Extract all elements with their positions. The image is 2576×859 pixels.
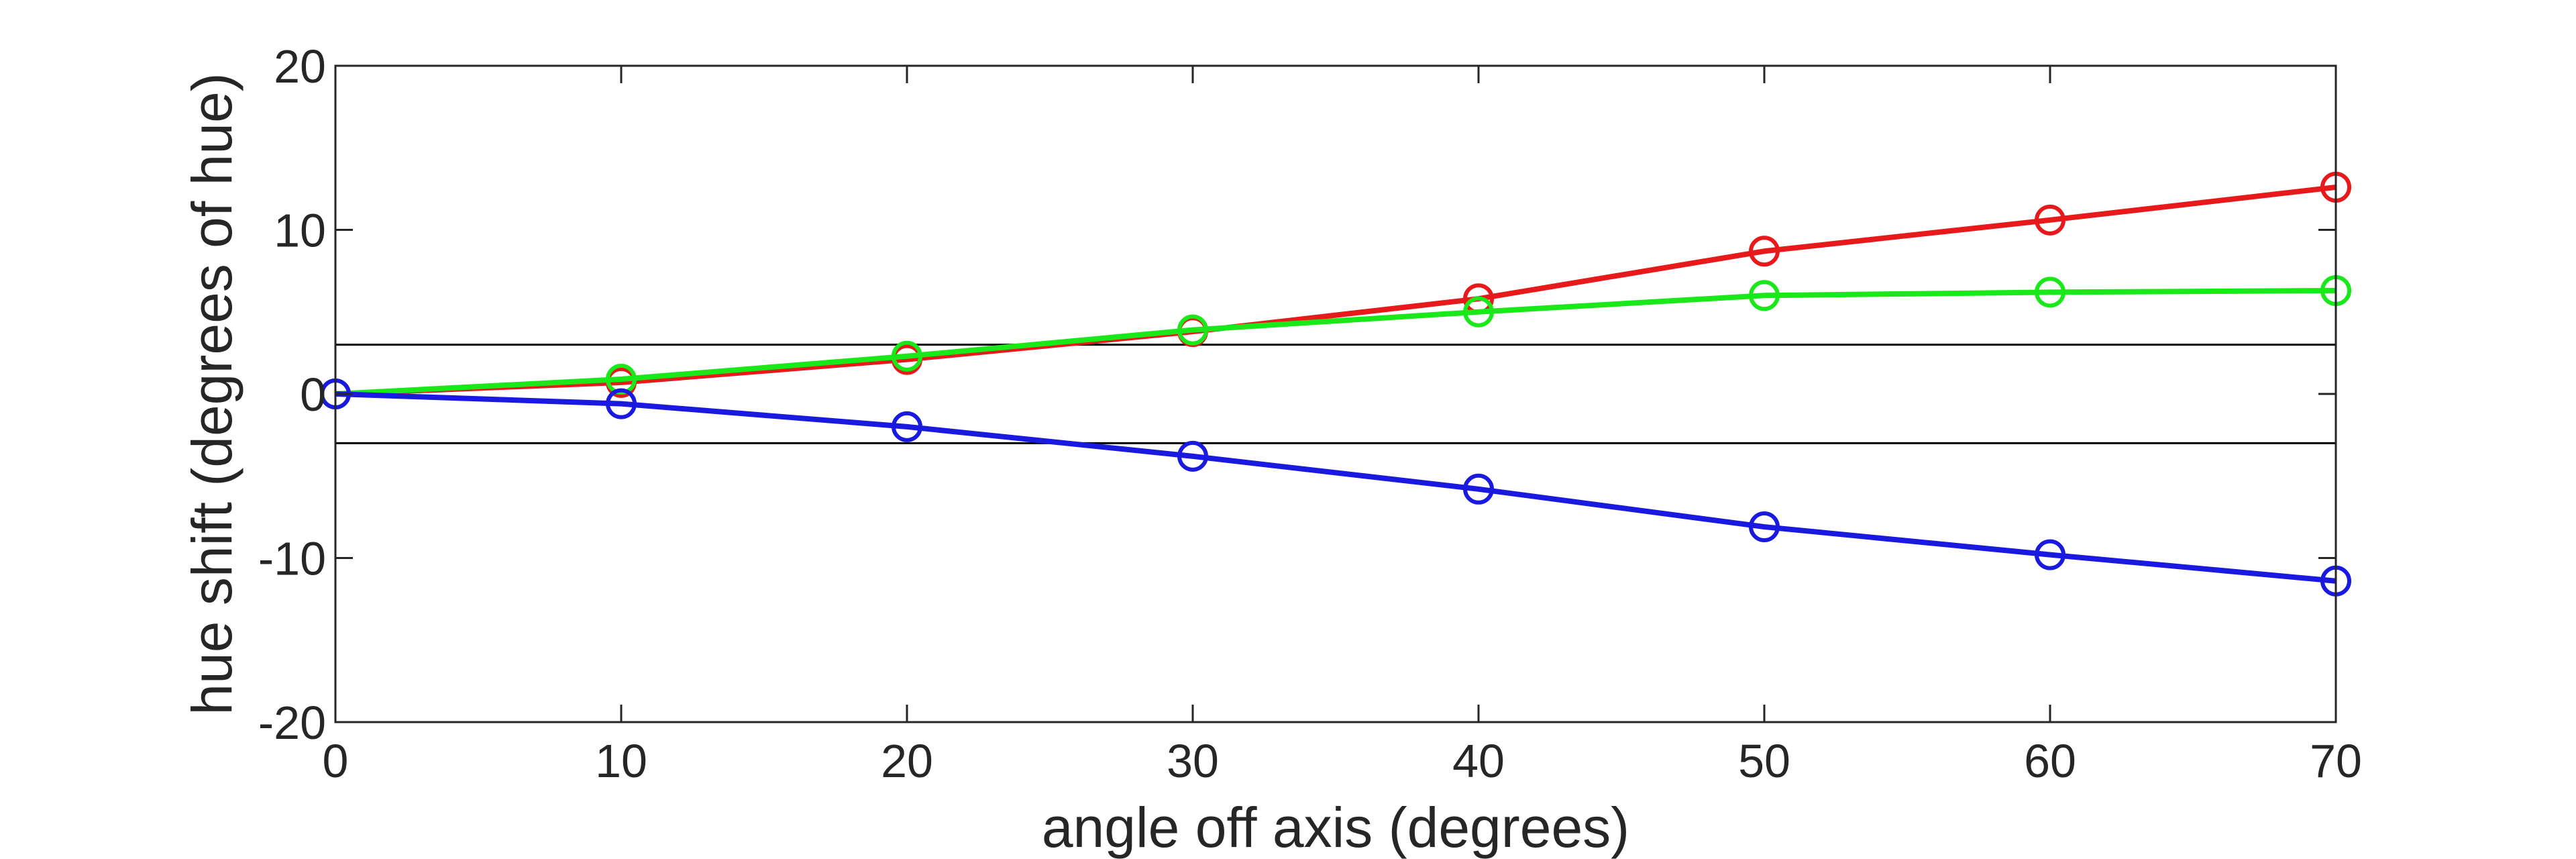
x-axis-label: angle off axis (degrees) xyxy=(1042,796,1629,859)
x-tick-label: 30 xyxy=(1167,735,1219,787)
y-tick-label: 10 xyxy=(274,205,326,257)
data-point xyxy=(1463,473,1494,505)
x-tick-label: 70 xyxy=(2310,735,2362,787)
data-point xyxy=(1749,236,1780,267)
y-tick-label: -20 xyxy=(258,697,326,749)
data-point xyxy=(1177,314,1208,346)
y-tick-label: 0 xyxy=(300,368,326,421)
series-line-2 xyxy=(335,391,2337,584)
y-tick-label: 20 xyxy=(274,40,326,93)
x-tick-label: 0 xyxy=(323,735,349,787)
data-point xyxy=(606,388,637,419)
data-point xyxy=(892,411,922,442)
data-point xyxy=(1463,296,1494,327)
data-point xyxy=(1749,280,1780,311)
x-tick-label: 10 xyxy=(595,735,647,787)
data-point xyxy=(1749,511,1780,543)
data-point xyxy=(1177,440,1208,472)
series-layer xyxy=(320,171,2351,597)
x-tick-label: 50 xyxy=(1738,735,1790,787)
data-point xyxy=(2035,204,2065,236)
axis-ticks: 0 10 20 30 40 50 60 70 -20 -10 0 10 20 xyxy=(258,40,2362,787)
x-tick-label: 60 xyxy=(2024,735,2076,787)
y-axis-label: hue shift (degrees of hue) xyxy=(180,72,244,715)
y-tick-label: -10 xyxy=(258,533,326,585)
series-line-0 xyxy=(335,184,2337,397)
x-tick-label: 20 xyxy=(881,735,933,787)
reference-lines xyxy=(335,344,2336,444)
data-point xyxy=(2035,539,2065,570)
data-point xyxy=(892,340,922,372)
series-line-1 xyxy=(335,287,2337,397)
data-point xyxy=(606,363,637,395)
data-point xyxy=(2035,276,2065,308)
x-tick-label: 40 xyxy=(1452,735,1505,787)
